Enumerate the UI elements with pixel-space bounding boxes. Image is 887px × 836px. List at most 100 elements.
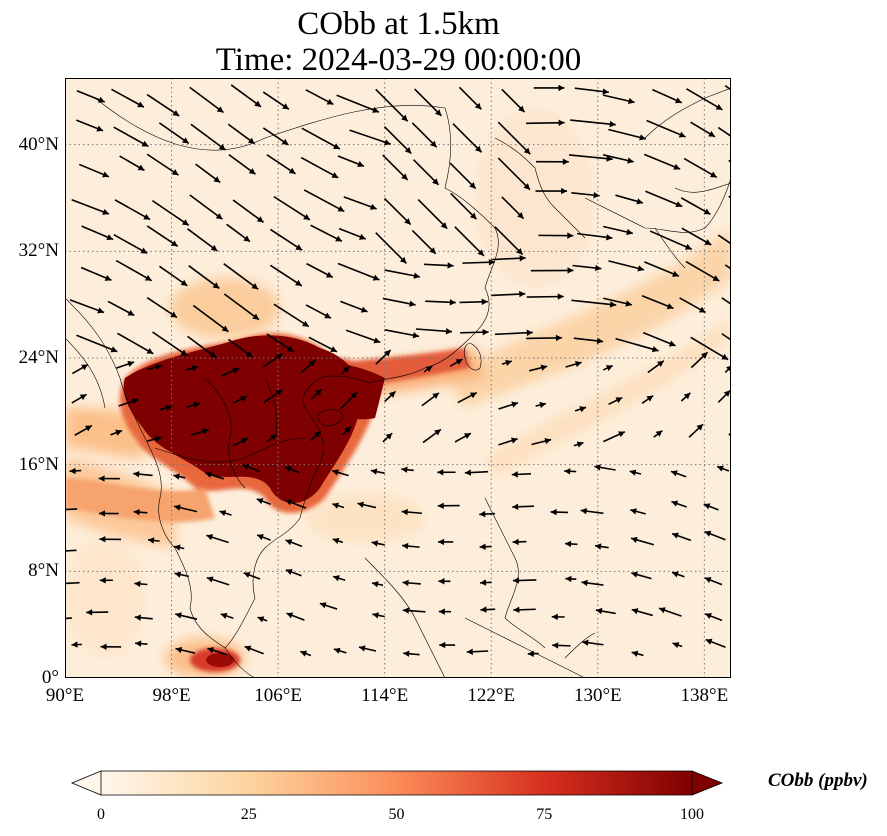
- wind-arrow: [232, 199, 264, 223]
- wind-arrow: [403, 650, 420, 657]
- wind-arrow: [671, 532, 692, 542]
- wind-arrow: [71, 363, 89, 375]
- wind-arrow: [438, 538, 454, 546]
- wind-arrow: [71, 393, 87, 404]
- wind-arrow: [494, 329, 533, 336]
- wind-arrow: [683, 157, 718, 179]
- wind-arrow: [724, 84, 731, 91]
- longitude-tick-label: 90°E: [45, 685, 85, 706]
- wind-arrow: [422, 428, 442, 444]
- wind-arrow: [690, 336, 729, 361]
- wind-arrow: [658, 607, 682, 617]
- latitude-tick-label: 8°N: [28, 560, 59, 582]
- wind-arrow: [602, 94, 635, 105]
- wind-arrow: [286, 612, 305, 621]
- wind-arrow: [602, 364, 614, 371]
- wind-arrow: [187, 228, 218, 252]
- colorbar: [70, 770, 724, 796]
- wind-arrow: [577, 232, 613, 241]
- wind-arrow: [645, 190, 683, 208]
- wind-arrow: [228, 153, 256, 175]
- wind-arrow: [206, 576, 230, 586]
- wind-arrow: [370, 468, 385, 475]
- wind-arrow: [99, 536, 122, 543]
- wind-arrow: [531, 437, 552, 446]
- wind-arrow: [460, 328, 489, 336]
- colorbar-tick-label: 50: [388, 806, 405, 823]
- wind-arrow: [114, 199, 151, 221]
- wind-arrow: [439, 641, 456, 649]
- wind-arrow: [175, 612, 198, 620]
- wind-arrow: [266, 433, 278, 443]
- wind-arrow: [411, 122, 438, 148]
- wind-arrow: [424, 262, 454, 269]
- wind-arrow: [608, 260, 645, 272]
- wind-arrow: [146, 225, 179, 247]
- wind-arrow: [571, 191, 600, 199]
- wind-arrow: [438, 608, 452, 615]
- wind-arrow: [117, 332, 154, 355]
- wind-arrow: [438, 578, 451, 585]
- wind-arrow: [384, 390, 397, 403]
- wind-arrow: [565, 575, 577, 583]
- wind-arrow: [603, 431, 626, 443]
- wind-arrow: [340, 365, 351, 375]
- wind-arrow: [384, 269, 421, 279]
- wind-arrow: [375, 349, 392, 365]
- wind-arrow: [581, 579, 604, 587]
- wind-arrow: [716, 465, 730, 472]
- wind-arrow: [319, 602, 338, 610]
- wind-arrow: [371, 540, 385, 547]
- wind-arrow: [642, 331, 676, 347]
- wind-arrow: [189, 86, 224, 114]
- wind-arrow: [273, 303, 310, 328]
- wind-arrow: [564, 540, 578, 548]
- wind-arrow: [721, 332, 731, 341]
- colorbar-tick-label: 25: [240, 806, 257, 823]
- wind-arrow: [641, 295, 674, 310]
- wind-arrow: [220, 612, 234, 619]
- wind-arrow: [266, 154, 296, 175]
- wind-arrow: [568, 154, 613, 162]
- wind-arrow: [340, 300, 368, 313]
- wind-arrow: [339, 391, 358, 410]
- wind-arrow: [227, 123, 256, 145]
- wind-arrow: [680, 197, 711, 216]
- wind-arrow: [284, 466, 300, 474]
- wind-arrow: [273, 195, 311, 221]
- wind-arrow: [71, 199, 110, 215]
- wind-arrow: [375, 232, 407, 264]
- wind-arrow: [704, 530, 726, 541]
- wind-arrow: [337, 155, 365, 168]
- wind-arrow: [688, 423, 704, 438]
- wind-arrow: [574, 406, 587, 413]
- wind-arrow: [574, 87, 609, 95]
- wind-vectors: [65, 84, 731, 657]
- wind-arrow: [78, 163, 110, 178]
- wind-arrow: [331, 469, 349, 477]
- wind-arrow: [527, 650, 539, 657]
- wind-arrow: [65, 508, 78, 511]
- wind-arrow: [615, 337, 659, 353]
- wind-arrow: [608, 396, 623, 406]
- wind-arrow: [146, 93, 180, 117]
- wind-arrow: [449, 162, 477, 190]
- colorbar-gradient: [101, 771, 692, 795]
- wind-arrow: [462, 259, 495, 266]
- wind-arrow: [134, 580, 148, 588]
- wind-arrow: [383, 126, 412, 155]
- latitude-tick-label: 16°N: [18, 453, 59, 475]
- wind-arrow: [147, 363, 163, 371]
- wind-arrow: [65, 581, 80, 585]
- wind-arrow: [572, 264, 602, 272]
- wind-arrow: [452, 123, 483, 153]
- wind-arrow: [647, 360, 665, 374]
- wind-arrow: [206, 534, 229, 544]
- wind-arrow: [310, 224, 343, 243]
- wind-arrow: [491, 290, 526, 298]
- wind-arrow: [501, 359, 513, 366]
- wind-arrow: [76, 334, 118, 353]
- wind-arrow: [491, 255, 526, 262]
- wind-arrow: [223, 263, 259, 290]
- wind-arrow: [383, 197, 412, 226]
